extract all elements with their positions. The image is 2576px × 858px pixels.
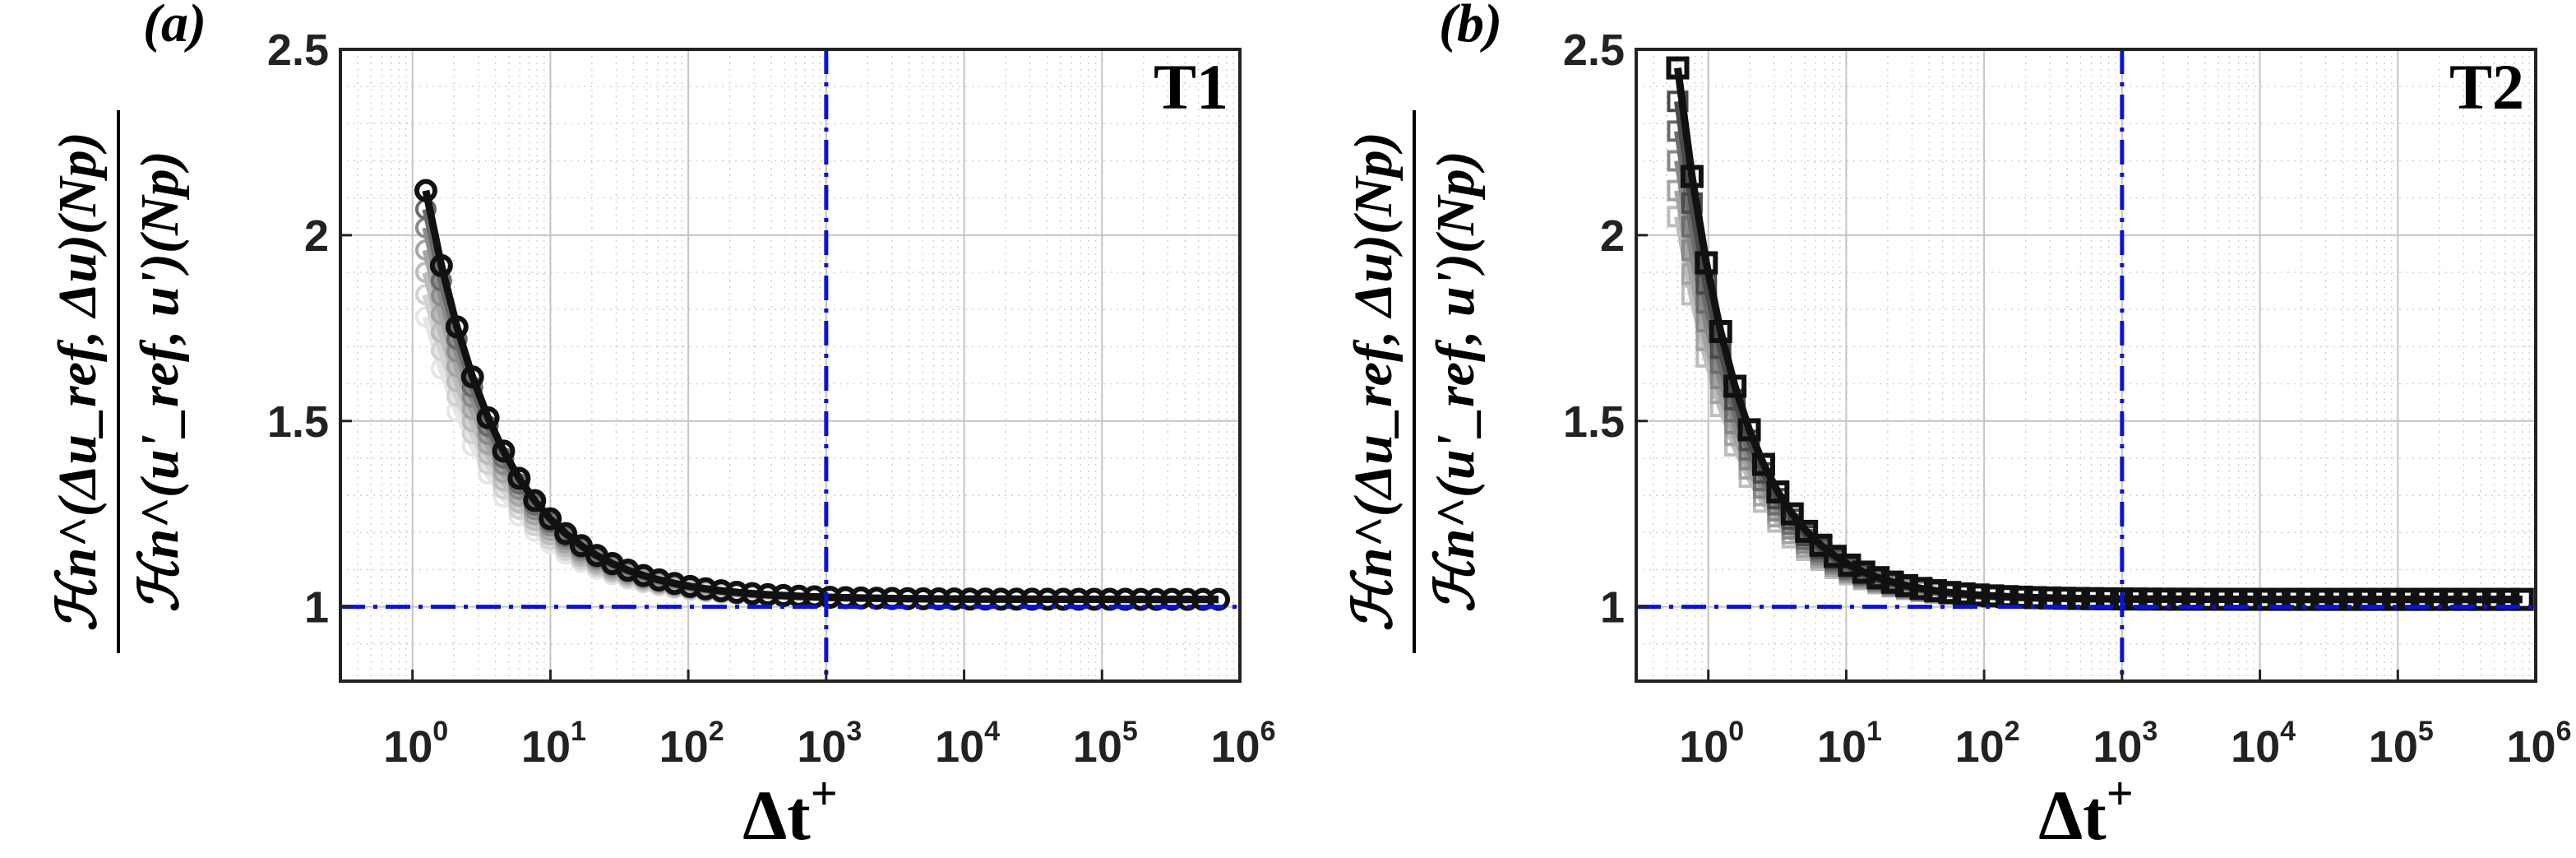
y-tick-label: 1.5 xyxy=(1563,397,1625,447)
x-tick-label: 105 xyxy=(2369,716,2434,772)
data-point xyxy=(911,587,935,610)
x-axis-label: Δt+ xyxy=(2038,767,2134,855)
data-point xyxy=(1723,374,1747,398)
data-point xyxy=(865,587,889,610)
y-tick-label: 1.5 xyxy=(267,397,329,447)
data-point xyxy=(1051,587,1075,611)
data-point xyxy=(1852,560,1875,584)
data-point xyxy=(2195,587,2219,611)
data-point xyxy=(492,439,516,463)
x-tick-label: 106 xyxy=(1211,716,1276,772)
data-point xyxy=(942,587,966,611)
case-tag: T2 xyxy=(2449,51,2524,123)
y-tick-label: 2 xyxy=(304,211,329,261)
x-tick-label: 101 xyxy=(1817,716,1882,772)
data-point xyxy=(1952,582,1976,605)
data-point xyxy=(1766,480,1790,504)
data-point xyxy=(2023,586,2047,610)
data-point xyxy=(445,315,469,339)
data-point xyxy=(1709,320,1732,344)
data-point xyxy=(2425,587,2449,611)
data-point xyxy=(476,406,500,429)
data-point xyxy=(2510,587,2534,611)
y-tick-label: 1 xyxy=(1600,583,1625,633)
y-tick-label: 2.5 xyxy=(1563,26,1625,75)
data-point xyxy=(1751,452,1775,476)
data-point xyxy=(1895,573,1919,597)
panel-label: (b) xyxy=(1439,0,1502,53)
y-tick-label: 2.5 xyxy=(267,26,329,75)
data-point xyxy=(1967,583,1991,607)
panel-label: (a) xyxy=(143,0,206,53)
data-point xyxy=(1680,165,1704,188)
data-point xyxy=(1880,570,1904,594)
data-point xyxy=(740,582,764,605)
data-point xyxy=(2467,587,2491,611)
x-tick-label: 100 xyxy=(383,716,448,772)
x-axis-label: Δt+ xyxy=(742,767,838,855)
y-axis-label: ℋn^(Δu_ref, Δu)(Np) ℋn^(u'_ref, u')(Np) xyxy=(48,110,190,653)
data-point xyxy=(507,466,531,490)
data-point xyxy=(1780,502,1804,526)
data-point xyxy=(2153,587,2176,611)
data-point xyxy=(2253,587,2277,611)
x-tick-label: 100 xyxy=(1679,716,1744,772)
panel-a: 1 1.5 2 2.5 100 101 102 103 104 105 106 Δt+ (a) T1 ℋn^… xyxy=(48,0,1276,855)
axes-frame xyxy=(1635,48,2537,683)
data-point xyxy=(1082,587,1106,611)
data-point xyxy=(1036,587,1060,611)
data-point xyxy=(1909,577,1933,601)
x-tick-label: 103 xyxy=(797,716,862,772)
data-point xyxy=(771,583,795,607)
x-tick-label: 104 xyxy=(2231,716,2296,772)
x-tick-label: 104 xyxy=(935,716,1000,772)
x-tick-label: 102 xyxy=(1955,716,2020,772)
data-point xyxy=(1795,519,1819,543)
data-point xyxy=(2481,587,2505,611)
data-point xyxy=(1737,418,1761,442)
data-point xyxy=(2210,587,2234,611)
case-tag: T1 xyxy=(1154,51,1228,123)
x-tick-label: 105 xyxy=(1073,716,1138,772)
data-point xyxy=(554,522,578,545)
data-point xyxy=(523,489,547,512)
data-point xyxy=(958,587,982,611)
data-point xyxy=(1129,587,1153,611)
data-point xyxy=(2167,587,2190,611)
data-point xyxy=(818,586,842,610)
data-point xyxy=(2238,587,2262,611)
data-point xyxy=(1938,581,1962,605)
y-axis-label: ℋn^(Δu_ref, Δu)(Np) ℋn^(u'_ref, u')(Np) xyxy=(1343,110,1486,653)
x-tick-label: 101 xyxy=(521,716,586,772)
y-label-numerator: ℋn^(Δu_ref, Δu)(Np) xyxy=(48,132,108,631)
data-point xyxy=(1666,56,1690,80)
data-point xyxy=(1005,587,1029,611)
data-point xyxy=(1923,579,1947,603)
x-tick-label: 103 xyxy=(2093,716,2157,772)
data-point xyxy=(539,507,562,531)
y-tick-label: 1 xyxy=(304,583,329,633)
data-point xyxy=(429,253,453,277)
y-label-numerator: ℋn^(Δu_ref, Δu)(Np) xyxy=(1343,132,1404,631)
data-point xyxy=(414,179,437,202)
data-point xyxy=(989,587,1013,611)
plot-area xyxy=(1636,49,2536,681)
x-tick-label: 102 xyxy=(659,716,724,772)
data-point xyxy=(1866,566,1890,590)
data-point xyxy=(756,582,779,606)
axes-frame xyxy=(339,48,1242,683)
y-label-denominator: ℋn^(u'_ref, u')(Np) xyxy=(130,151,190,612)
data-point xyxy=(1981,584,2005,608)
data-point xyxy=(1695,251,1718,275)
data-point xyxy=(569,534,593,558)
data-point xyxy=(460,365,484,389)
plot-area xyxy=(340,49,1240,681)
panel-b: 1 1.5 2 2.5 100 101 102 103 104 105 106 Δt+ (b) T2 ℋn^… xyxy=(1343,0,2572,855)
y-tick-label: 2 xyxy=(1600,211,1625,261)
x-tick-label: 106 xyxy=(2507,716,2572,772)
y-label-denominator: ℋn^(u'_ref, u')(Np) xyxy=(1426,151,1486,612)
data-point xyxy=(2296,587,2319,611)
